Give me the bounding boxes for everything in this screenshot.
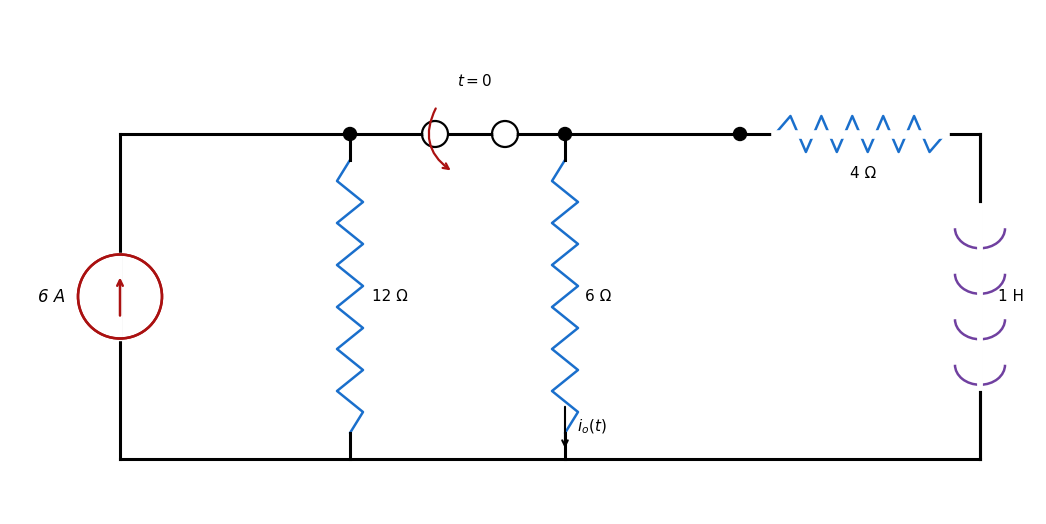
Text: 4 Ω: 4 Ω: [850, 166, 877, 181]
Circle shape: [424, 123, 446, 145]
Text: 1 H: 1 H: [998, 289, 1024, 304]
Circle shape: [494, 123, 516, 145]
Circle shape: [559, 127, 571, 140]
Circle shape: [343, 127, 357, 140]
Circle shape: [733, 127, 747, 140]
Text: 6 Ω: 6 Ω: [585, 289, 611, 304]
Text: $t = 0$: $t = 0$: [457, 73, 493, 89]
Text: 12 Ω: 12 Ω: [372, 289, 408, 304]
Text: $i_o(t)$: $i_o(t)$: [577, 418, 607, 436]
Text: 6 A: 6 A: [38, 288, 65, 305]
